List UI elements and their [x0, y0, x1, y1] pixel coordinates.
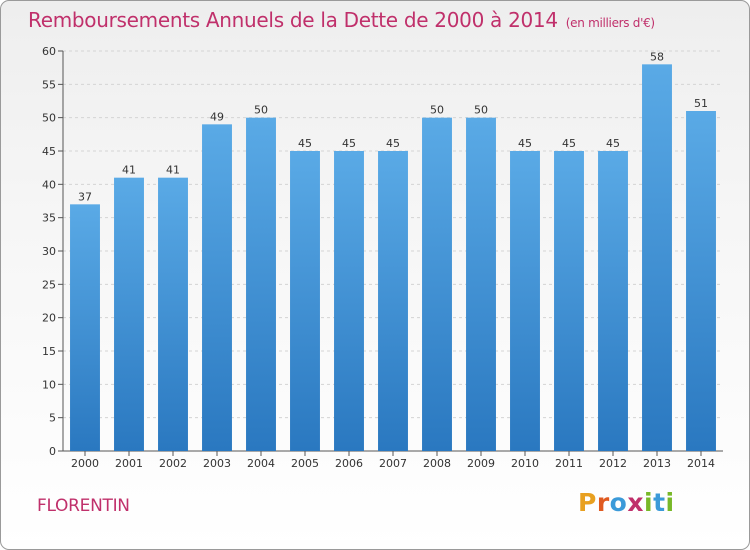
- value-label: 58: [650, 50, 664, 63]
- x-tick-label: 2007: [379, 457, 407, 470]
- logo-letter: r: [596, 488, 610, 517]
- value-label: 51: [694, 97, 708, 110]
- y-tick-label: 60: [42, 45, 56, 58]
- logo-letter: x: [627, 488, 644, 517]
- chart-title: Remboursements Annuels de la Dette de 20…: [28, 8, 655, 32]
- y-tick-label: 0: [49, 445, 56, 458]
- x-tick-label: 2006: [335, 457, 363, 470]
- x-tick-label: 2009: [467, 457, 495, 470]
- x-tick-label: 2012: [599, 457, 627, 470]
- logo-letter: P: [578, 488, 597, 517]
- bar: [422, 117, 452, 452]
- bar: [510, 151, 540, 451]
- value-label: 50: [474, 104, 488, 117]
- x-tick-label: 2008: [423, 457, 451, 470]
- x-tick-label: 2010: [511, 457, 539, 470]
- bar: [554, 151, 584, 451]
- x-tick-label: 2002: [159, 457, 187, 470]
- x-tick-label: 2004: [247, 457, 275, 470]
- y-tick-label: 40: [42, 178, 56, 191]
- value-label: 41: [166, 164, 180, 177]
- y-tick-label: 35: [42, 212, 56, 225]
- y-tick-label: 55: [42, 78, 56, 91]
- x-tick-label: 2013: [643, 457, 671, 470]
- logo-letter: t: [653, 488, 666, 517]
- y-tick-label: 10: [42, 378, 56, 391]
- bar: [466, 117, 496, 452]
- y-tick-label: 45: [42, 145, 56, 158]
- y-tick-label: 25: [42, 278, 56, 291]
- x-tick-label: 2003: [203, 457, 231, 470]
- bar: [642, 64, 672, 452]
- bar: [290, 151, 320, 451]
- value-label: 45: [518, 137, 532, 150]
- bar: [158, 177, 188, 451]
- value-label: 50: [254, 104, 268, 117]
- chart-subtitle: (en milliers d'€): [565, 16, 655, 30]
- logo-letter: i: [644, 488, 654, 517]
- bar: [246, 117, 276, 452]
- value-label: 41: [122, 164, 136, 177]
- value-labels: 37 41 41 49 50 45 45 45 50 50 45 45 45 58 51: [78, 50, 708, 203]
- value-label: 45: [562, 137, 576, 150]
- bars: [70, 64, 716, 452]
- y-tick-label: 50: [42, 112, 56, 125]
- value-label: 45: [386, 137, 400, 150]
- y-tick-label: 15: [42, 345, 56, 358]
- x-tick-label: 2011: [555, 457, 583, 470]
- bar: [378, 151, 408, 451]
- bar: [598, 151, 628, 451]
- x-tick-label: 2000: [71, 457, 99, 470]
- value-label: 45: [298, 137, 312, 150]
- value-label: 50: [430, 104, 444, 117]
- x-tick-label: 2001: [115, 457, 143, 470]
- x-tick-label: 2014: [687, 457, 715, 470]
- logo-letter: o: [609, 488, 628, 517]
- value-label: 49: [210, 110, 224, 123]
- y-tick-label: 5: [49, 412, 56, 425]
- bar: [70, 204, 100, 451]
- y-tick-label: 20: [42, 312, 56, 325]
- y-tick-label: 30: [42, 245, 56, 258]
- commune-name: FLORENTIN: [37, 496, 130, 516]
- value-label: 37: [78, 190, 92, 203]
- value-label: 45: [606, 137, 620, 150]
- value-label: 45: [342, 137, 356, 150]
- bar: [686, 111, 716, 451]
- x-tick-label: 2005: [291, 457, 319, 470]
- proxiti-logo[interactable]: Proxiti: [578, 488, 675, 517]
- bar: [334, 151, 364, 451]
- bar: [202, 124, 232, 451]
- bar: [114, 177, 144, 451]
- logo-letter: i: [665, 488, 675, 517]
- chart-title-text: Remboursements Annuels de la Dette de 20…: [28, 8, 558, 32]
